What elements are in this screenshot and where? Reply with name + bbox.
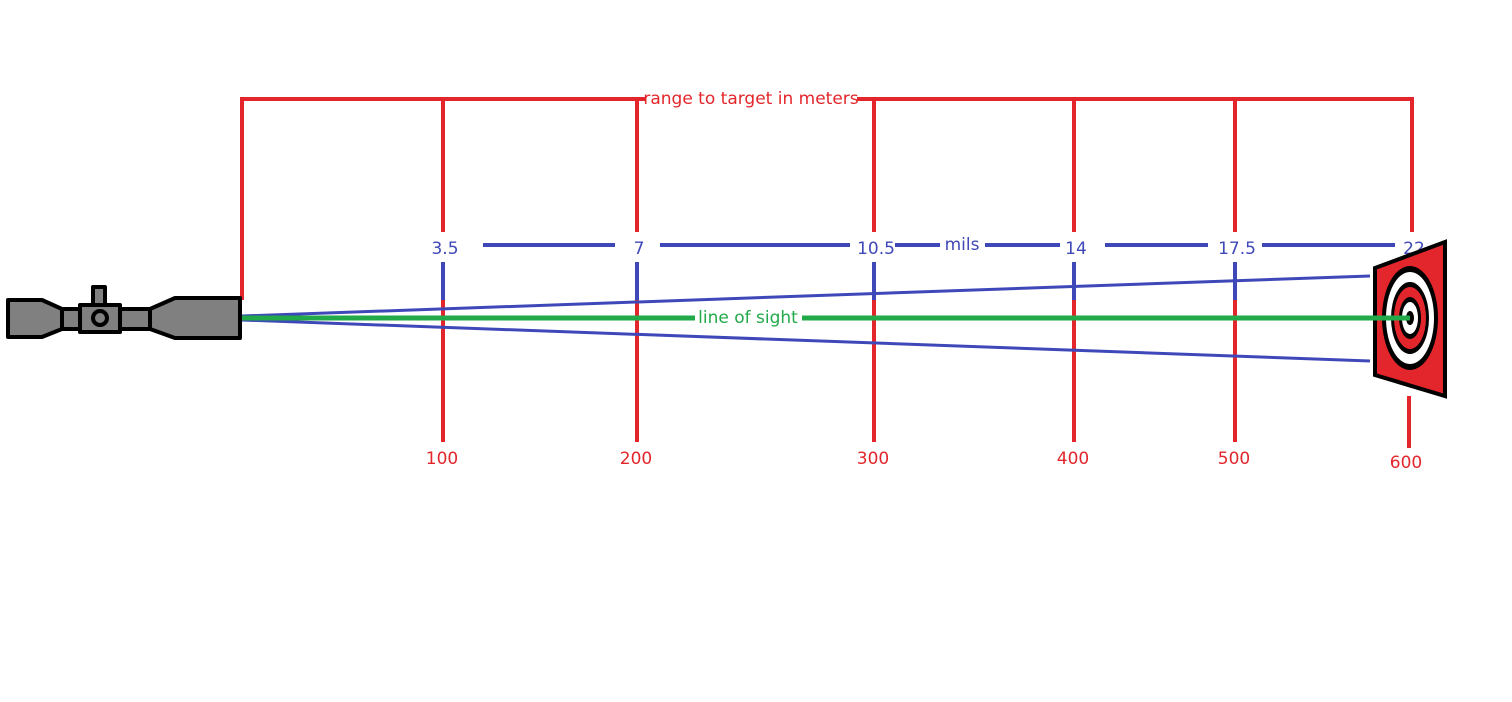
range-label: 300 [857, 449, 889, 469]
range-label: 200 [620, 449, 652, 469]
mils-label: 10.5 [857, 239, 895, 259]
sight-cone [241, 274, 1371, 363]
mils-label: 7 [634, 239, 645, 259]
range-label: 500 [1218, 449, 1250, 469]
mils-title: mils [945, 235, 980, 255]
range-title: range to target in meters [643, 89, 858, 109]
range-label: 400 [1057, 449, 1089, 469]
mils-label: 3.5 [431, 239, 458, 259]
mils-label: 14 [1065, 239, 1087, 259]
range-label: 100 [426, 449, 458, 469]
range-label: 600 [1390, 453, 1422, 473]
sight-label: line of sight [698, 308, 798, 328]
scope [6, 285, 242, 340]
mils-label: 17.5 [1218, 239, 1256, 259]
